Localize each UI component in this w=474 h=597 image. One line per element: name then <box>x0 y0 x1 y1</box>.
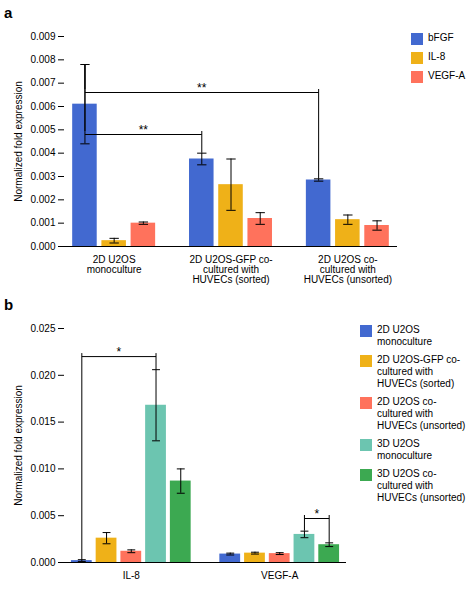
html-text:a: a <box>4 4 13 21</box>
svg-text:0.020: 0.020 <box>30 370 55 381</box>
svg-text:0.005: 0.005 <box>30 124 55 135</box>
svg-text:0.008: 0.008 <box>30 54 55 65</box>
html-text:3D U2OS co- cultured with HUVE: 3D U2OS co- cultured with HUVECs (unsort… <box>377 468 466 503</box>
svg-text:VEGF-A: VEGF-A <box>261 570 299 581</box>
html-text:b: b <box>4 296 14 313</box>
svg-text:0.007: 0.007 <box>30 77 55 88</box>
html-text:2D U2OS co- cultured with HUVE: 2D U2OS co- cultured with HUVECs (unsort… <box>377 396 466 431</box>
svg-text:*: * <box>117 345 122 359</box>
svg-text:0.003: 0.003 <box>30 171 55 182</box>
html-text:2D U2OS-GFP co- cultured with: 2D U2OS-GFP co- cultured with HUVECs (so… <box>377 354 461 389</box>
html-text:IL-8: IL-8 <box>428 51 446 62</box>
svg-text:0.006: 0.006 <box>30 101 55 112</box>
html-text:bFGF: bFGF <box>428 32 454 43</box>
svg-text:2D U2OS co-cultured withHUVECs: 2D U2OS co-cultured withHUVECs (unsorted… <box>304 254 392 285</box>
svg-text:0.009: 0.009 <box>30 31 55 42</box>
html-text:VEGF-A: VEGF-A <box>428 70 466 81</box>
svg-text:Normalized fold expression: Normalized fold expression <box>13 81 24 202</box>
svg-text:2D U2OS-GFP co-cultured withHU: 2D U2OS-GFP co-cultured withHUVECs (sort… <box>189 254 272 285</box>
html-text:3D U2OS monoculture: 3D U2OS monoculture <box>377 438 432 461</box>
html-text:2D U2OS monoculture: 2D U2OS monoculture <box>377 324 432 347</box>
svg-text:Normalized fold expression: Normalized fold expression <box>13 385 24 506</box>
svg-text:*: * <box>314 507 319 521</box>
svg-text:0.004: 0.004 <box>30 147 55 158</box>
svg-text:IL-8: IL-8 <box>123 570 141 581</box>
svg-text:**: ** <box>197 81 207 95</box>
svg-text:0.002: 0.002 <box>30 194 55 205</box>
svg-text:0.010: 0.010 <box>30 463 55 474</box>
svg-text:0.015: 0.015 <box>30 416 55 427</box>
svg-text:0.000: 0.000 <box>30 557 55 568</box>
svg-text:0.001: 0.001 <box>30 217 55 228</box>
svg-text:0.025: 0.025 <box>30 323 55 334</box>
svg-text:0.000: 0.000 <box>30 241 55 252</box>
svg-text:0.005: 0.005 <box>30 510 55 521</box>
svg-text:2D U2OSmonoculture: 2D U2OSmonoculture <box>87 254 142 275</box>
svg-text:**: ** <box>139 123 149 137</box>
